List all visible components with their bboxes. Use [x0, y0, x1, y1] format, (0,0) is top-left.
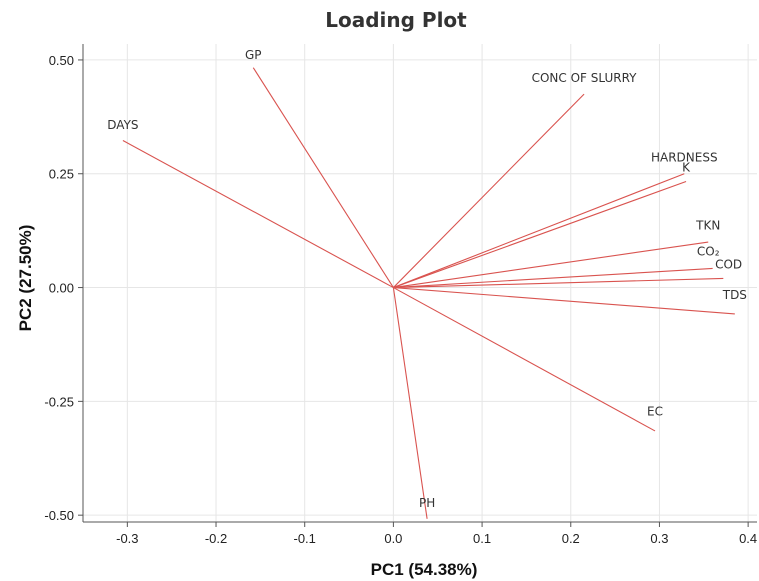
loading-label-k: K [682, 160, 691, 174]
loading-vector-days [122, 140, 394, 289]
loading-label-cod: COD [715, 257, 742, 271]
y-tick-label: -0.50 [44, 508, 74, 523]
y-tick-label: -0.25 [44, 394, 74, 409]
y-axis-title: PC2 (27.50%) [16, 225, 35, 332]
grid-layer [83, 44, 757, 522]
loading-label-ec: EC [647, 404, 663, 418]
x-tick-label: 0.2 [562, 531, 580, 546]
loading-vector-gp [252, 67, 394, 288]
x-tick-label: -0.3 [116, 531, 138, 546]
x-tick-label: 0.0 [384, 531, 402, 546]
x-axis-title: PC1 (54.38%) [371, 560, 478, 579]
loading-label-tkn: TKN [695, 218, 720, 232]
vector-layer [122, 67, 735, 519]
y-tick-label: 0.00 [49, 281, 74, 296]
loading-label-hardness: HARDNESS [651, 150, 718, 164]
loading-vector-co [393, 267, 713, 289]
loading-label-gp: GP [245, 48, 262, 62]
loading-vector-ec [393, 287, 656, 432]
x-tick-label: -0.1 [294, 531, 316, 546]
axes-layer: -0.3 -0.2 -0.1 0.0 0.1 0.2 0.3 0.4 -0.50 -0.25 0.0… [44, 44, 757, 546]
x-tick-label: 0.3 [650, 531, 668, 546]
loading-label-ph: PH [419, 496, 435, 510]
chart-title: Loading Plot [325, 8, 467, 32]
loading-vector-tds [393, 287, 735, 315]
x-tick-label: 0.4 [739, 531, 757, 546]
x-tick-label: -0.2 [205, 531, 227, 546]
loading-label-days: DAYS [107, 118, 138, 132]
loading-vector-conc-of-slurry [393, 93, 585, 288]
y-tick-label: 0.25 [49, 167, 74, 182]
loading-label-conc-of-slurry: CONC OF SLURRY [532, 71, 638, 85]
x-tick-label: 0.1 [473, 531, 491, 546]
loading-vector-k [393, 180, 687, 289]
loading-vector-hardness [393, 173, 685, 289]
y-tick-label: 0.50 [49, 53, 74, 68]
loading-vector-tkn [393, 241, 709, 289]
loading-label-tds: TDS [722, 288, 747, 302]
loading-vector-ph [392, 287, 428, 519]
loading-label-co: CO₂ [697, 245, 720, 259]
loading-vector-cod [393, 277, 724, 289]
